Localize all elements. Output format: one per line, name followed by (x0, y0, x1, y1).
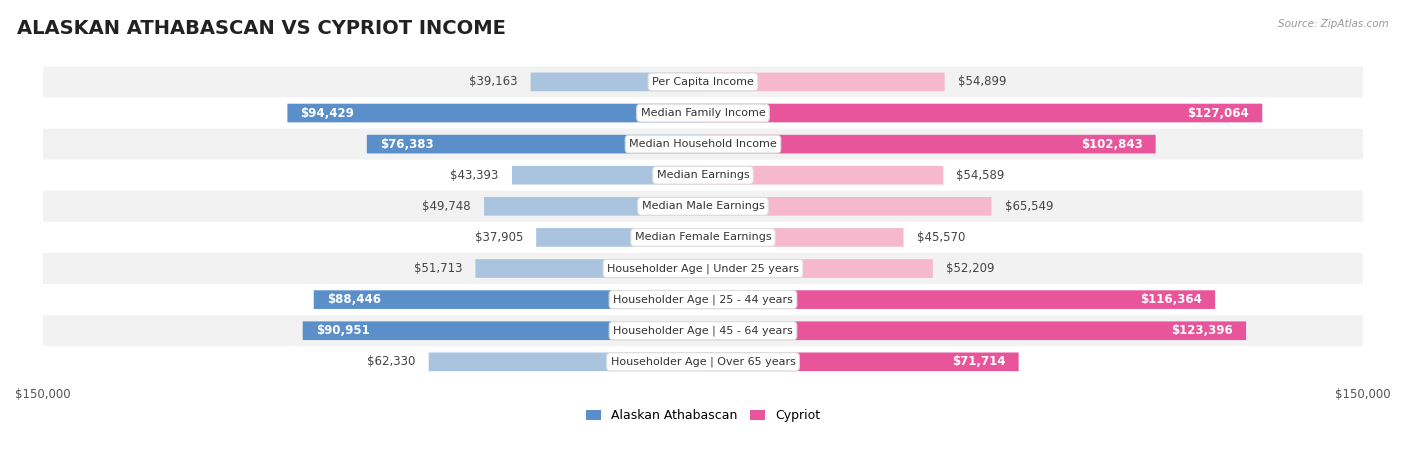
Text: $39,163: $39,163 (470, 75, 517, 88)
FancyBboxPatch shape (530, 72, 703, 91)
Text: $37,905: $37,905 (475, 231, 523, 244)
Text: ALASKAN ATHABASCAN VS CYPRIOT INCOME: ALASKAN ATHABASCAN VS CYPRIOT INCOME (17, 19, 506, 38)
FancyBboxPatch shape (42, 128, 1364, 160)
Text: $54,589: $54,589 (956, 169, 1005, 182)
Text: $62,330: $62,330 (367, 355, 415, 368)
Text: Householder Age | Over 65 years: Householder Age | Over 65 years (610, 357, 796, 367)
FancyBboxPatch shape (703, 197, 991, 216)
FancyBboxPatch shape (703, 72, 945, 91)
Text: $43,393: $43,393 (450, 169, 499, 182)
Text: $88,446: $88,446 (328, 293, 381, 306)
Text: Source: ZipAtlas.com: Source: ZipAtlas.com (1278, 19, 1389, 28)
Text: Householder Age | 45 - 64 years: Householder Age | 45 - 64 years (613, 325, 793, 336)
Legend: Alaskan Athabascan, Cypriot: Alaskan Athabascan, Cypriot (581, 404, 825, 427)
FancyBboxPatch shape (429, 353, 703, 371)
FancyBboxPatch shape (703, 104, 1263, 122)
FancyBboxPatch shape (287, 104, 703, 122)
FancyBboxPatch shape (703, 353, 1018, 371)
Text: $90,951: $90,951 (316, 324, 370, 337)
FancyBboxPatch shape (42, 222, 1364, 253)
FancyBboxPatch shape (42, 66, 1364, 98)
Text: $94,429: $94,429 (301, 106, 354, 120)
FancyBboxPatch shape (42, 160, 1364, 191)
FancyBboxPatch shape (703, 259, 932, 278)
Text: Median Earnings: Median Earnings (657, 170, 749, 180)
Text: $127,064: $127,064 (1187, 106, 1249, 120)
Text: $65,549: $65,549 (1005, 200, 1053, 213)
Text: $102,843: $102,843 (1081, 138, 1143, 151)
FancyBboxPatch shape (314, 290, 703, 309)
FancyBboxPatch shape (367, 135, 703, 154)
Text: Median Male Earnings: Median Male Earnings (641, 201, 765, 212)
Text: $71,714: $71,714 (952, 355, 1005, 368)
FancyBboxPatch shape (42, 98, 1364, 128)
FancyBboxPatch shape (42, 284, 1364, 315)
Text: $76,383: $76,383 (380, 138, 433, 151)
FancyBboxPatch shape (536, 228, 703, 247)
Text: $45,570: $45,570 (917, 231, 965, 244)
Text: $54,899: $54,899 (957, 75, 1007, 88)
Text: Per Capita Income: Per Capita Income (652, 77, 754, 87)
Text: Median Household Income: Median Household Income (628, 139, 778, 149)
Text: $51,713: $51,713 (413, 262, 463, 275)
FancyBboxPatch shape (42, 253, 1364, 284)
FancyBboxPatch shape (703, 228, 904, 247)
Text: $49,748: $49,748 (422, 200, 471, 213)
FancyBboxPatch shape (703, 290, 1215, 309)
FancyBboxPatch shape (484, 197, 703, 216)
Text: $52,209: $52,209 (946, 262, 994, 275)
FancyBboxPatch shape (42, 191, 1364, 222)
Text: $116,364: $116,364 (1140, 293, 1202, 306)
Text: Householder Age | 25 - 44 years: Householder Age | 25 - 44 years (613, 294, 793, 305)
FancyBboxPatch shape (302, 321, 703, 340)
FancyBboxPatch shape (703, 135, 1156, 154)
Text: Householder Age | Under 25 years: Householder Age | Under 25 years (607, 263, 799, 274)
FancyBboxPatch shape (475, 259, 703, 278)
Text: Median Family Income: Median Family Income (641, 108, 765, 118)
FancyBboxPatch shape (703, 321, 1246, 340)
FancyBboxPatch shape (512, 166, 703, 184)
FancyBboxPatch shape (42, 346, 1364, 377)
Text: $123,396: $123,396 (1171, 324, 1233, 337)
Text: Median Female Earnings: Median Female Earnings (634, 233, 772, 242)
FancyBboxPatch shape (703, 166, 943, 184)
FancyBboxPatch shape (42, 315, 1364, 346)
